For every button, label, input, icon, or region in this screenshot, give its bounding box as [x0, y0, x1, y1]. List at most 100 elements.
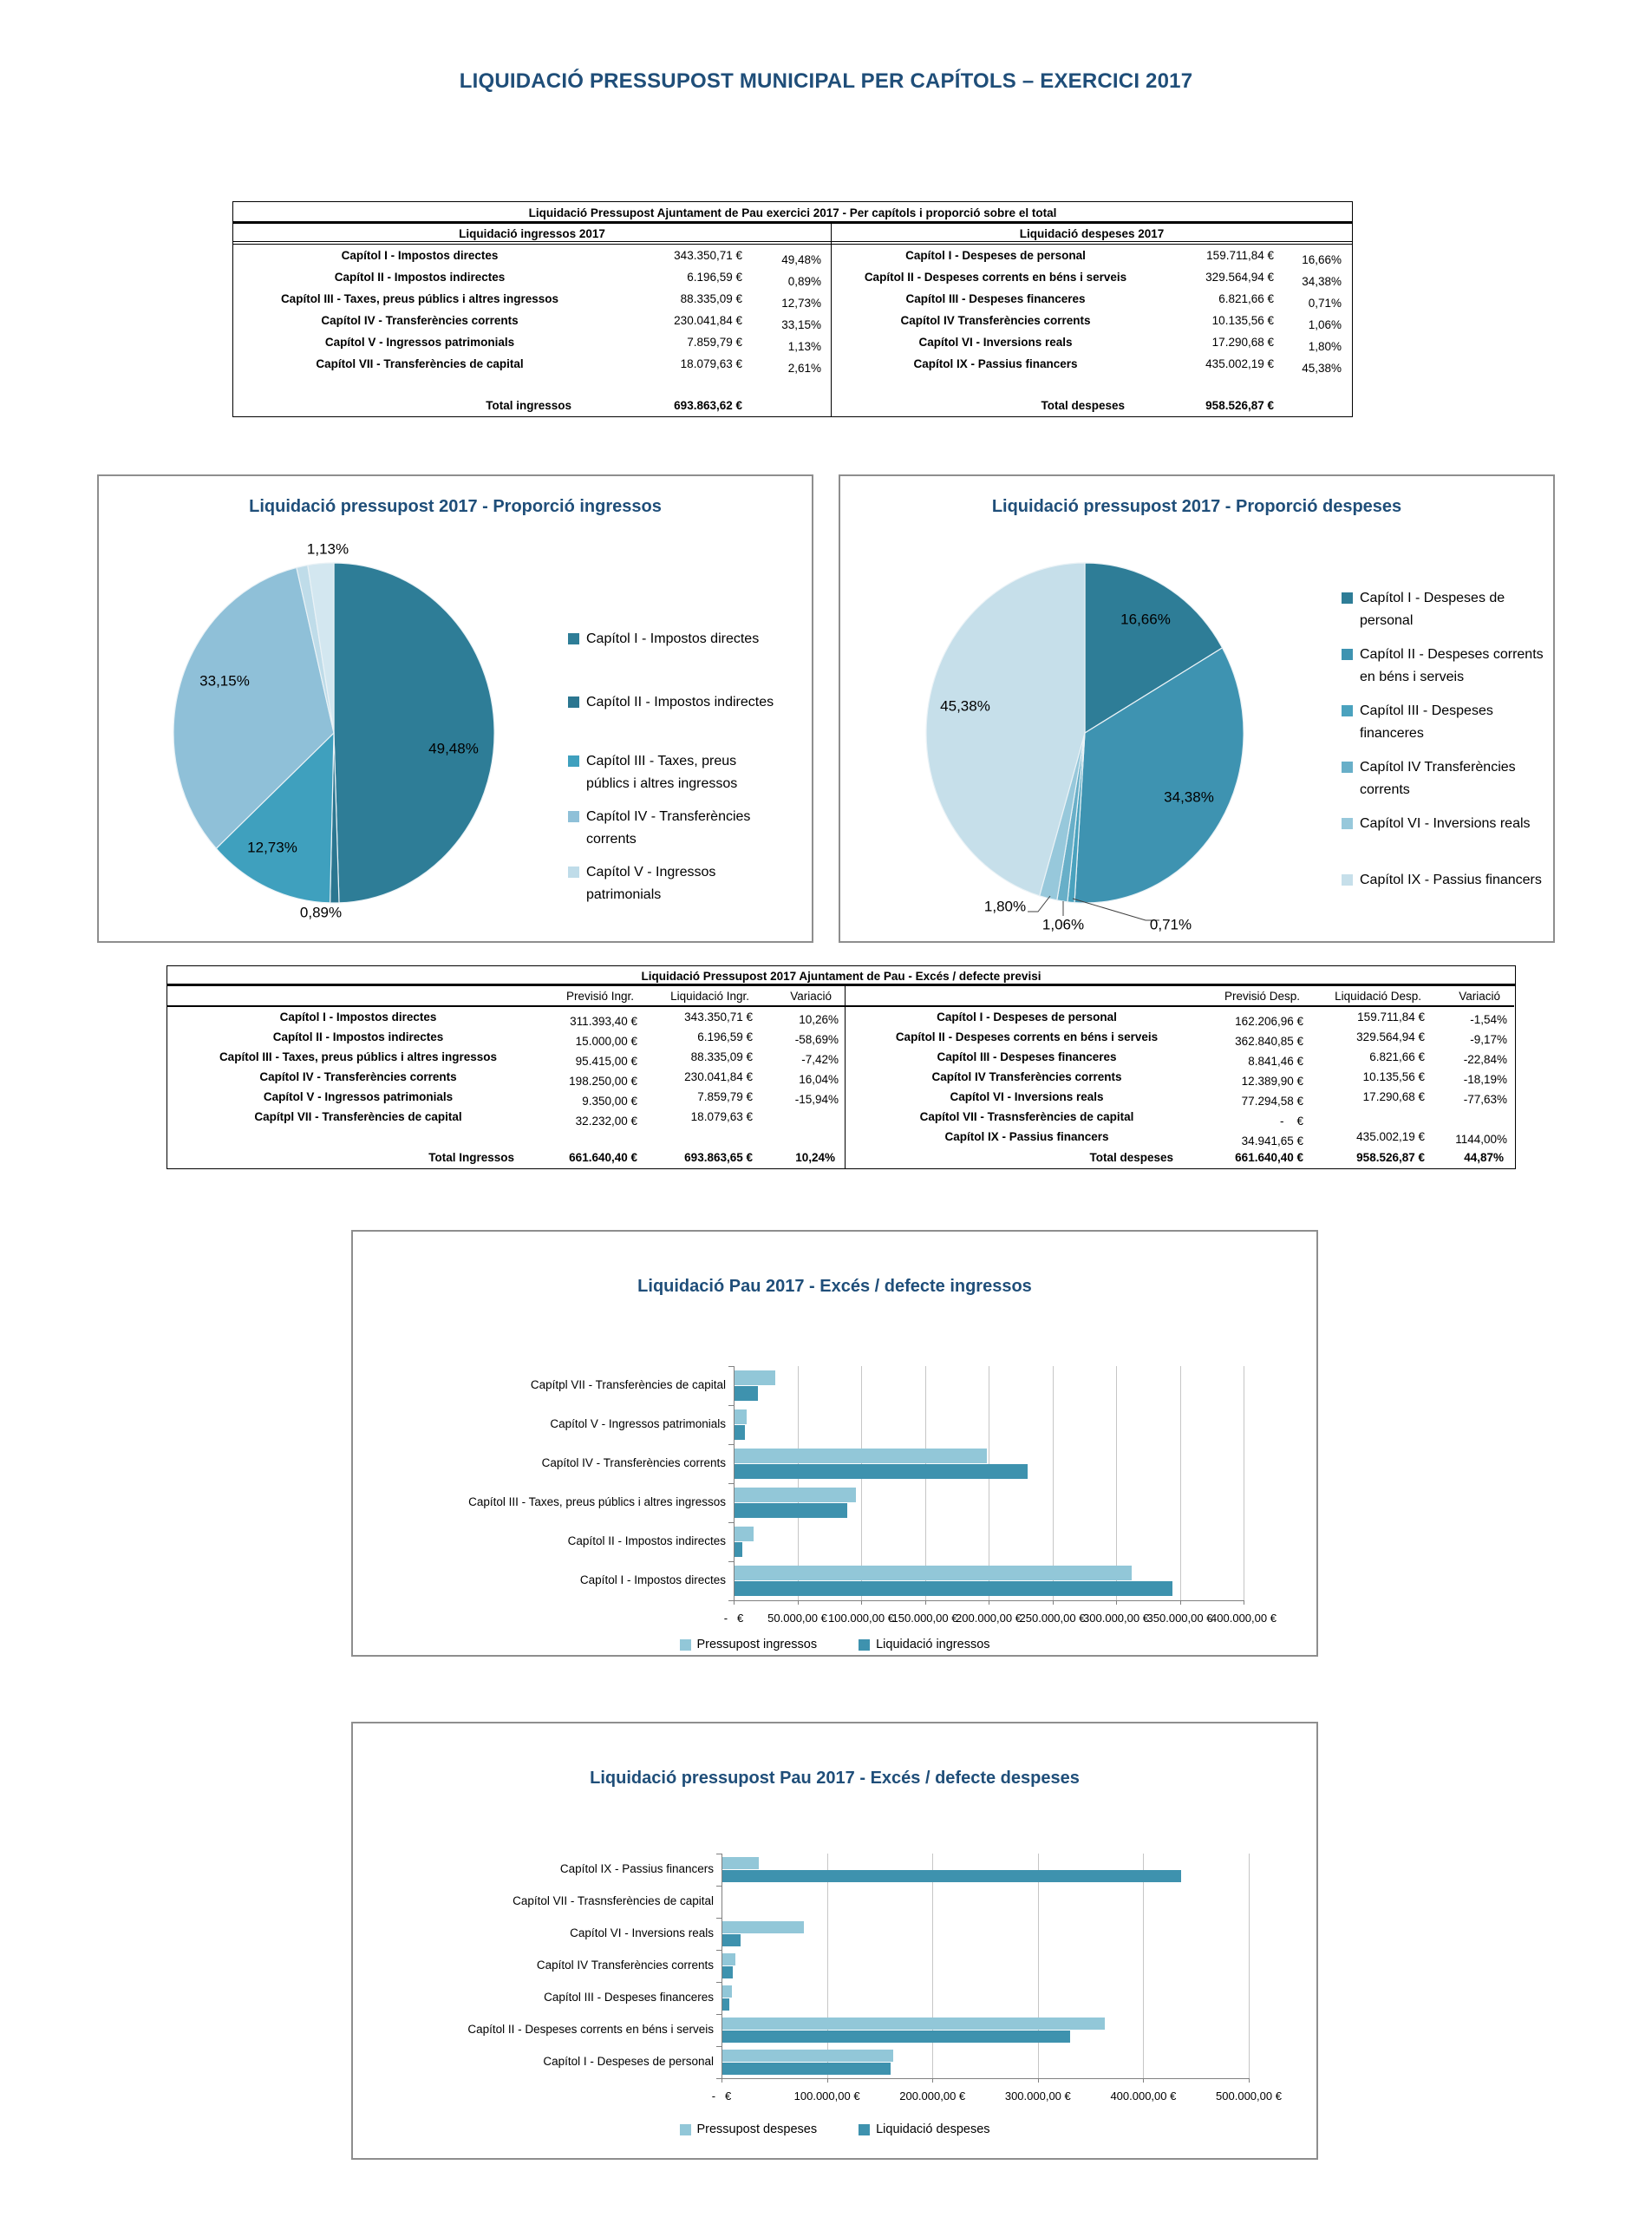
legend-item: Capítol I - Impostos directes [568, 628, 780, 651]
legend-item-label: Capítol I - Impostos directes [586, 631, 760, 646]
total-previsio: 661.640,40 € [1235, 1151, 1303, 1164]
row-label: Capítol II - Despeses corrents en béns i… [895, 1030, 1159, 1043]
table-row: Capítol IX - Passius financers 34.941,65… [846, 1127, 1514, 1148]
pie-ingressos-canvas: 49,48% 0,89% 12,73% 33,15% 1,13% Capítol I - … [99, 476, 812, 941]
label-leader-line [1072, 898, 1159, 921]
row-label: Capítol IV Transferències corrents [900, 314, 1091, 327]
legend-item: Capítol IV - Transferències corrents [568, 806, 780, 851]
bar-liquidacio [735, 1425, 745, 1440]
row-pct: 33,15% [781, 318, 821, 331]
value-axis-label: 300.000,00 € [1083, 1612, 1149, 1625]
gridline [861, 1366, 862, 1600]
legend-item-label: Pressupost ingressos [696, 1638, 818, 1651]
pie-data-label: 16,66% [1120, 611, 1171, 627]
gridline [1052, 1366, 1054, 1600]
category-tick-mark [728, 1366, 734, 1367]
bar-liquidacio [722, 1870, 1181, 1882]
row-amount: 230.041,84 € [674, 314, 742, 327]
row-amount: 17.290,68 € [1211, 336, 1274, 349]
table-row: Capítol IV - Transferències corrents 198… [167, 1067, 845, 1088]
row-pct: 1,06% [1308, 318, 1342, 331]
total-row: Total ingressos 693.863,62 € [233, 394, 831, 416]
legend-marker [1342, 705, 1353, 716]
bar-liquidacio [722, 2063, 891, 2075]
summary-despeses-section: Liquidació despeses 2017 Capítol I - Des… [832, 224, 1352, 416]
row-variacio: -18,19% [1463, 1073, 1507, 1086]
bar-pressupost [722, 1857, 760, 1869]
category-label: Capítol II - Despeses corrents en béns i… [467, 2022, 714, 2036]
row-label: Capítol III - Taxes, preus públics i alt… [280, 292, 559, 305]
table-row: Capítol V - Ingressos patrimonials 7.859… [233, 331, 831, 353]
bar-pressupost [735, 1488, 857, 1502]
table-row: Capítol I - Impostos directes 343.350,71… [233, 245, 831, 266]
gridline [924, 1366, 926, 1600]
legend-item-label: Capítol IX - Passius financers [1360, 873, 1542, 887]
row-liquidacio: 435.002,19 € [1356, 1130, 1425, 1143]
pie-despeses-canvas: 16,66% 34,38% 0,71% 1,06% 1,80% 45,38% Capítol… [840, 476, 1553, 941]
pie-data-label: 0,89% [300, 904, 342, 920]
row-liquidacio: 159.711,84 € [1357, 1010, 1425, 1023]
table-row: Capítol IV - Transferències corrents 230… [233, 310, 831, 331]
row-liquidacio: 343.350,71 € [684, 1010, 753, 1023]
pie-data-label: 33,15% [199, 672, 250, 689]
category-tick-mark [716, 1982, 722, 1983]
legend-item: Capítol VI - Inversions reals [1342, 813, 1545, 835]
pie-data-label: 1,80% [984, 898, 1026, 914]
row-pct: 0,71% [1308, 297, 1342, 310]
pie-slice [173, 566, 335, 850]
row-amount: 435.002,19 € [1205, 357, 1274, 370]
value-tick-mark [1179, 1600, 1181, 1605]
row-label: Capítol VI - Inversions reals [950, 1090, 1104, 1103]
bar-pressupost [735, 1527, 754, 1541]
col-header: Liquidació Desp. [1335, 989, 1421, 1003]
comparison-table-title: Liquidació Pressupost 2017 Ajuntament de… [167, 966, 1515, 986]
gridline [1179, 1366, 1181, 1600]
table-row: Capítol I - Impostos directes 311.393,40… [167, 1007, 845, 1028]
row-liquidacio: 88.335,09 € [690, 1050, 753, 1063]
bar-despeses-canvas: Capítol IX - Passius financers Capítol VI… [353, 1723, 1316, 2158]
legend-marker [568, 811, 579, 822]
ingressos-header: Liquidació ingressos 2017 [233, 224, 831, 245]
row-label: Capítol IV - Transferències corrents [259, 1070, 457, 1083]
row-label: Capítol I - Despeses de personal [937, 1010, 1117, 1023]
row-amount: 159.711,84 € [1206, 249, 1274, 262]
table-row: Capítol III - Taxes, preus públics i alt… [167, 1047, 845, 1068]
row-amount: 6.196,59 € [687, 271, 742, 284]
legend-item-label: Capítol II - Despeses corrents en béns i… [1360, 647, 1544, 684]
category-label: Capítol III - Despeses financeres [544, 1990, 714, 2004]
value-tick-mark [924, 1600, 926, 1605]
row-label: Capítol V - Ingressos patrimonials [263, 1090, 454, 1103]
category-label: Capítol III - Taxes, preus públics i alt… [468, 1494, 726, 1508]
category-tick-mark [728, 1600, 734, 1601]
gridline [932, 1854, 934, 2078]
total-amount: 693.863,62 € [674, 398, 742, 412]
row-label: Capítol V - Ingressos patrimonials [324, 336, 515, 349]
gridline [826, 1854, 828, 2078]
table-row: Capítol II - Impostos indirectes 6.196,5… [233, 266, 831, 288]
category-label: Capítol VII - Trasnsferències de capital [513, 1893, 714, 1907]
row-liquidacio: 17.290,68 € [1362, 1090, 1425, 1103]
legend-item-label: Capítol IV Transferències corrents [1360, 760, 1516, 797]
legend-item: Capítol III - Despeses financeres [1342, 700, 1545, 745]
row-label: Capítol IX - Passius financers [944, 1130, 1109, 1143]
pie-slice [333, 562, 495, 904]
row-variacio: -9,17% [1470, 1033, 1507, 1046]
pie-data-label: 1,13% [307, 540, 349, 557]
legend-item: Capítol IX - Passius financers [1342, 869, 1545, 892]
gridline [797, 1366, 799, 1600]
bar-liquidacio [735, 1503, 847, 1518]
table-row: Capítol VI - Inversions reals 77.294,58 … [846, 1087, 1514, 1108]
value-tick-mark [1249, 2078, 1250, 2083]
gridline [1249, 1854, 1250, 2078]
value-axis-label: 100.000,00 € [828, 1612, 894, 1625]
legend-marker [679, 1638, 691, 1651]
row-previsio: 32.232,00 € [575, 1115, 637, 1128]
col-header: Previsió Desp. [1224, 989, 1300, 1003]
bar-liquidacio [722, 1934, 741, 1946]
category-label: Capítol I - Impostos directes [579, 1573, 726, 1586]
bar-liquidacio [735, 1581, 1172, 1596]
pie-data-label: 12,73% [247, 839, 297, 855]
table-row: Capítol IV Transferències corrents 12.38… [846, 1067, 1514, 1088]
col-header: Previsió Ingr. [565, 989, 634, 1003]
category-label: Capítol VI - Inversions reals [570, 1926, 714, 1939]
